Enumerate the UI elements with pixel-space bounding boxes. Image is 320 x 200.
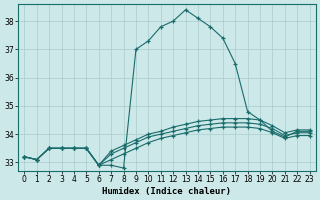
X-axis label: Humidex (Indice chaleur): Humidex (Indice chaleur) xyxy=(102,187,231,196)
